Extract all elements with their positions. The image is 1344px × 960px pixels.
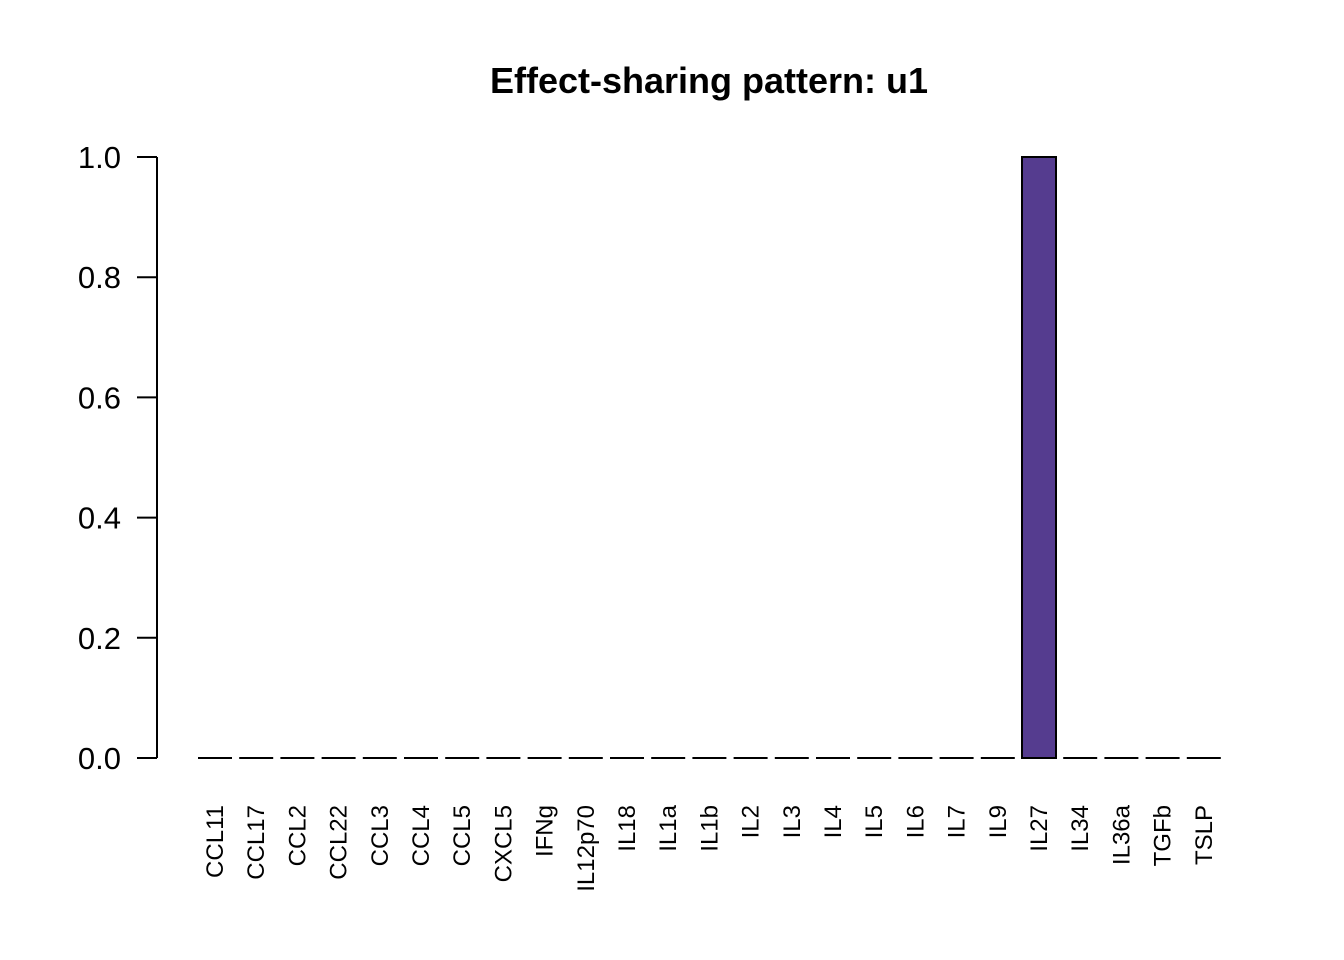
y-axis: 0.0 0.2 0.4 0.6 0.8 1.0 xyxy=(78,140,158,776)
x-tick-label: IL2 xyxy=(738,805,765,838)
y-tick-label: 0.0 xyxy=(78,741,121,776)
y-tick-label: 0.6 xyxy=(78,380,121,415)
y-tick-label: 0.8 xyxy=(78,260,121,295)
y-tick-label: 0.4 xyxy=(78,501,121,536)
x-tick-label: IL1a xyxy=(655,804,682,851)
x-tick-label: CCL3 xyxy=(367,805,394,866)
bars-group xyxy=(198,156,1221,759)
x-tick-labels: CCL11 CCL17 CCL2 CCL22 CCL3 CCL4 CCL5 CXCL5 IFNg… xyxy=(202,804,1218,891)
chart-title: Effect-sharing pattern: u1 xyxy=(490,60,928,101)
x-tick-label: IL7 xyxy=(944,805,971,838)
x-tick-label: TSLP xyxy=(1191,805,1218,865)
x-tick-label: CXCL5 xyxy=(490,805,517,882)
x-tick-label: IL1b xyxy=(696,805,723,852)
x-tick-label: IL4 xyxy=(820,805,847,838)
x-tick-label: IL34 xyxy=(1067,805,1094,852)
x-tick-label: IL6 xyxy=(902,805,929,838)
x-tick-label: IL9 xyxy=(985,805,1012,838)
x-tick-label: IL27 xyxy=(1026,805,1053,852)
bar-il27 xyxy=(1021,156,1057,759)
x-tick-label: CCL22 xyxy=(326,805,353,880)
x-tick-label: CCL4 xyxy=(408,805,435,866)
x-tick-label: IL5 xyxy=(861,805,888,838)
x-tick-label: CCL17 xyxy=(243,805,270,880)
x-tick-label: CCL11 xyxy=(202,805,229,878)
x-tick-label: IFNg xyxy=(532,805,559,857)
y-tick-label: 1.0 xyxy=(78,140,121,175)
x-tick-label: TGFb xyxy=(1150,805,1177,866)
x-tick-label: IL3 xyxy=(779,805,806,838)
y-tick-label: 0.2 xyxy=(78,621,121,656)
x-tick-label: IL18 xyxy=(614,805,641,852)
x-tick-label: CCL5 xyxy=(449,805,476,866)
x-tick-label: IL36a xyxy=(1108,804,1135,865)
x-tick-label: IL12p70 xyxy=(573,805,600,892)
x-tick-label: CCL2 xyxy=(284,805,311,866)
